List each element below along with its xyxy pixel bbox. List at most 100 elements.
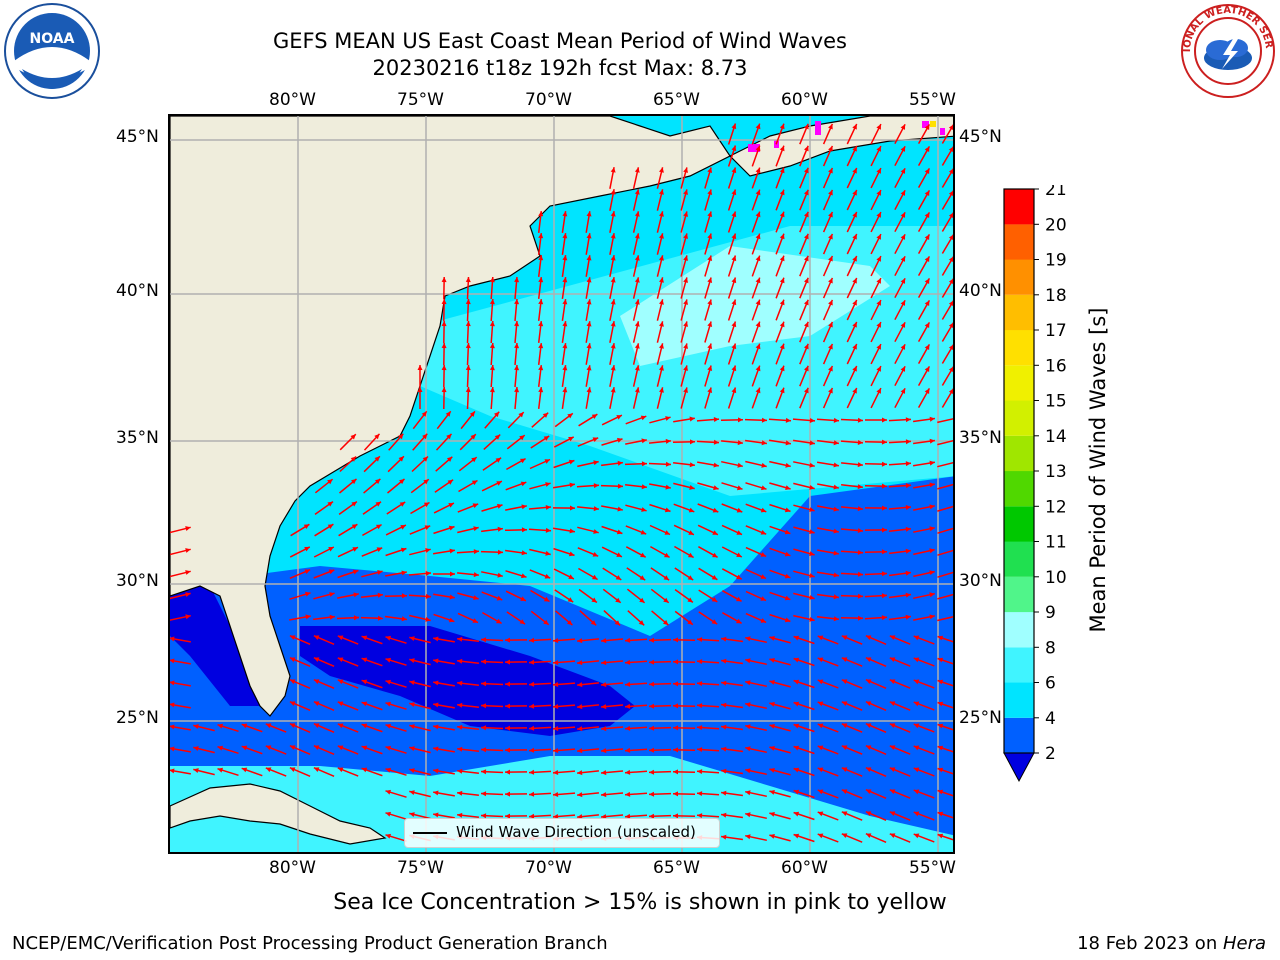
wave-direction-arrowhead	[423, 479, 429, 485]
wave-direction-arrowhead	[610, 189, 616, 195]
wave-direction-arrowhead	[833, 462, 839, 468]
wave-direction-arrowhead	[804, 255, 809, 262]
wave-direction-arrowhead	[769, 746, 775, 751]
wave-direction-arrowhead	[401, 570, 407, 576]
sea-ice-note: Sea Ice Concentration > 15% is shown in …	[333, 890, 947, 915]
wave-direction-arrowhead	[617, 437, 623, 443]
wave-direction-arrowhead	[697, 769, 703, 774]
wave-direction-arrowhead	[683, 299, 688, 305]
map-title: GEFS MEAN US East Coast Mean Period of W…	[273, 29, 847, 53]
wave-direction-arrowhead	[784, 551, 791, 557]
wave-direction-arrowhead	[529, 659, 535, 665]
wave-direction-arrowhead	[337, 723, 344, 729]
wave-direction-arrowhead	[876, 256, 881, 262]
wave-direction-arrowhead	[577, 704, 583, 710]
wave-direction-arrowhead	[441, 277, 447, 283]
wave-direction-arrowhead	[659, 277, 664, 283]
wave-direction-arrowhead	[779, 365, 785, 372]
wave-direction-arrowhead	[876, 124, 881, 130]
wave-direction-arrowhead	[876, 190, 881, 196]
wave-direction-arrowhead	[913, 745, 920, 751]
wave-direction-arrowhead	[707, 167, 713, 173]
colorbar-tick-label: 6	[1045, 674, 1056, 694]
wave-direction-arrowhead	[876, 234, 881, 240]
wave-direction-arrowhead	[217, 767, 223, 773]
wave-direction-arrowhead	[529, 681, 535, 687]
wave-direction-arrowhead	[929, 504, 935, 510]
wave-direction-arrowhead	[449, 548, 455, 554]
wave-direction-arrowhead	[496, 618, 502, 624]
wave-direction-arrowhead	[617, 483, 623, 489]
wave-direction-arrowhead	[865, 723, 872, 728]
wave-direction-arrowhead	[303, 524, 310, 529]
wave-direction-arrowhead	[929, 482, 935, 488]
wave-direction-arrowhead	[769, 658, 775, 663]
wave-direction-arrowhead	[465, 365, 471, 371]
wave-direction-arrowhead	[577, 792, 583, 798]
wave-direction-arrowhead	[496, 481, 502, 486]
wave-direction-arrowhead	[170, 768, 175, 774]
wave-direction-arrowhead	[736, 552, 742, 557]
wave-direction-arrowhead	[683, 233, 688, 239]
wave-direction-arrowhead	[721, 702, 727, 708]
wave-direction-arrowhead	[953, 482, 955, 487]
wave-direction-arrowhead	[673, 703, 678, 709]
wave-direction-arrowhead	[876, 168, 881, 174]
wave-direction-arrowhead	[852, 366, 857, 372]
wave-direction-arrowhead	[809, 595, 815, 600]
wave-direction-arrowhead	[409, 680, 415, 685]
wave-direction-arrowhead	[817, 701, 824, 707]
wave-direction-arrowhead	[905, 505, 911, 510]
wave-direction-arrowhead	[562, 387, 568, 393]
wave-direction-arrowhead	[852, 256, 857, 262]
wave-direction-arrowhead	[289, 635, 296, 640]
wave-direction-arrowhead	[769, 702, 775, 707]
wave-direction-arrowhead	[505, 659, 510, 665]
wave-direction-arrowhead	[409, 636, 415, 641]
wave-direction-arrowhead	[707, 255, 713, 261]
wave-direction-arrowhead	[625, 703, 631, 709]
colorbar-tick-label: 20	[1045, 215, 1067, 235]
wave-direction-arrowhead	[289, 745, 296, 750]
legend-line-swatch	[413, 832, 447, 834]
wave-direction-arrowhead	[755, 321, 761, 328]
wave-direction-arrowhead	[900, 278, 906, 284]
wave-direction-arrowhead	[769, 834, 775, 839]
wave-direction-arrowhead	[545, 550, 551, 556]
wave-direction-arrowhead	[313, 657, 320, 662]
wave-direction-arrowhead	[469, 411, 475, 417]
wave-direction-arrowhead	[473, 595, 479, 600]
map-subtitle: 20230216 t18z 192h fcst Max: 8.73	[372, 56, 748, 80]
colorbar-tick-label: 14	[1045, 427, 1067, 447]
wave-direction-arrowhead	[649, 791, 655, 797]
wave-direction-arrowhead	[577, 748, 583, 754]
wave-direction-arrowhead	[809, 507, 815, 512]
wave-direction-arrowhead	[385, 679, 391, 685]
wave-direction-arrowhead	[905, 592, 911, 598]
wave-direction-arrowhead	[937, 657, 944, 663]
wave-direction-arrowhead	[948, 190, 953, 196]
wave-direction-arrowhead	[489, 343, 495, 349]
wave-direction-arrowhead	[924, 168, 930, 174]
wave-direction-arrowhead	[481, 681, 487, 687]
wave-direction-arrowhead	[625, 659, 631, 665]
noaa-logo-text: NOAA	[30, 31, 75, 47]
wave-direction-arrowhead	[817, 789, 824, 795]
wave-direction-arrowhead	[755, 145, 761, 152]
lat-label-left: 30°N	[116, 571, 159, 591]
wave-direction-arrowhead	[713, 485, 719, 491]
wave-direction-arrowhead	[361, 745, 368, 751]
wave-direction-arrowhead	[857, 593, 863, 599]
legend-label: Wind Wave Direction (unscaled)	[456, 823, 696, 841]
wave-direction-arrowhead	[745, 746, 751, 752]
wave-direction-arrow	[937, 440, 953, 446]
wave-direction-arrow	[937, 571, 953, 578]
lat-label-right: 40°N	[959, 281, 1002, 301]
wave-direction-arrowhead	[953, 460, 955, 465]
colorbar-segment	[1004, 471, 1034, 507]
wave-direction-arrowhead	[721, 812, 727, 818]
wave-direction-arrowhead	[712, 530, 718, 535]
wave-direction-arrowhead	[779, 343, 785, 350]
wave-direction-arrowhead	[731, 321, 737, 328]
wave-direction-arrowhead	[385, 811, 391, 817]
